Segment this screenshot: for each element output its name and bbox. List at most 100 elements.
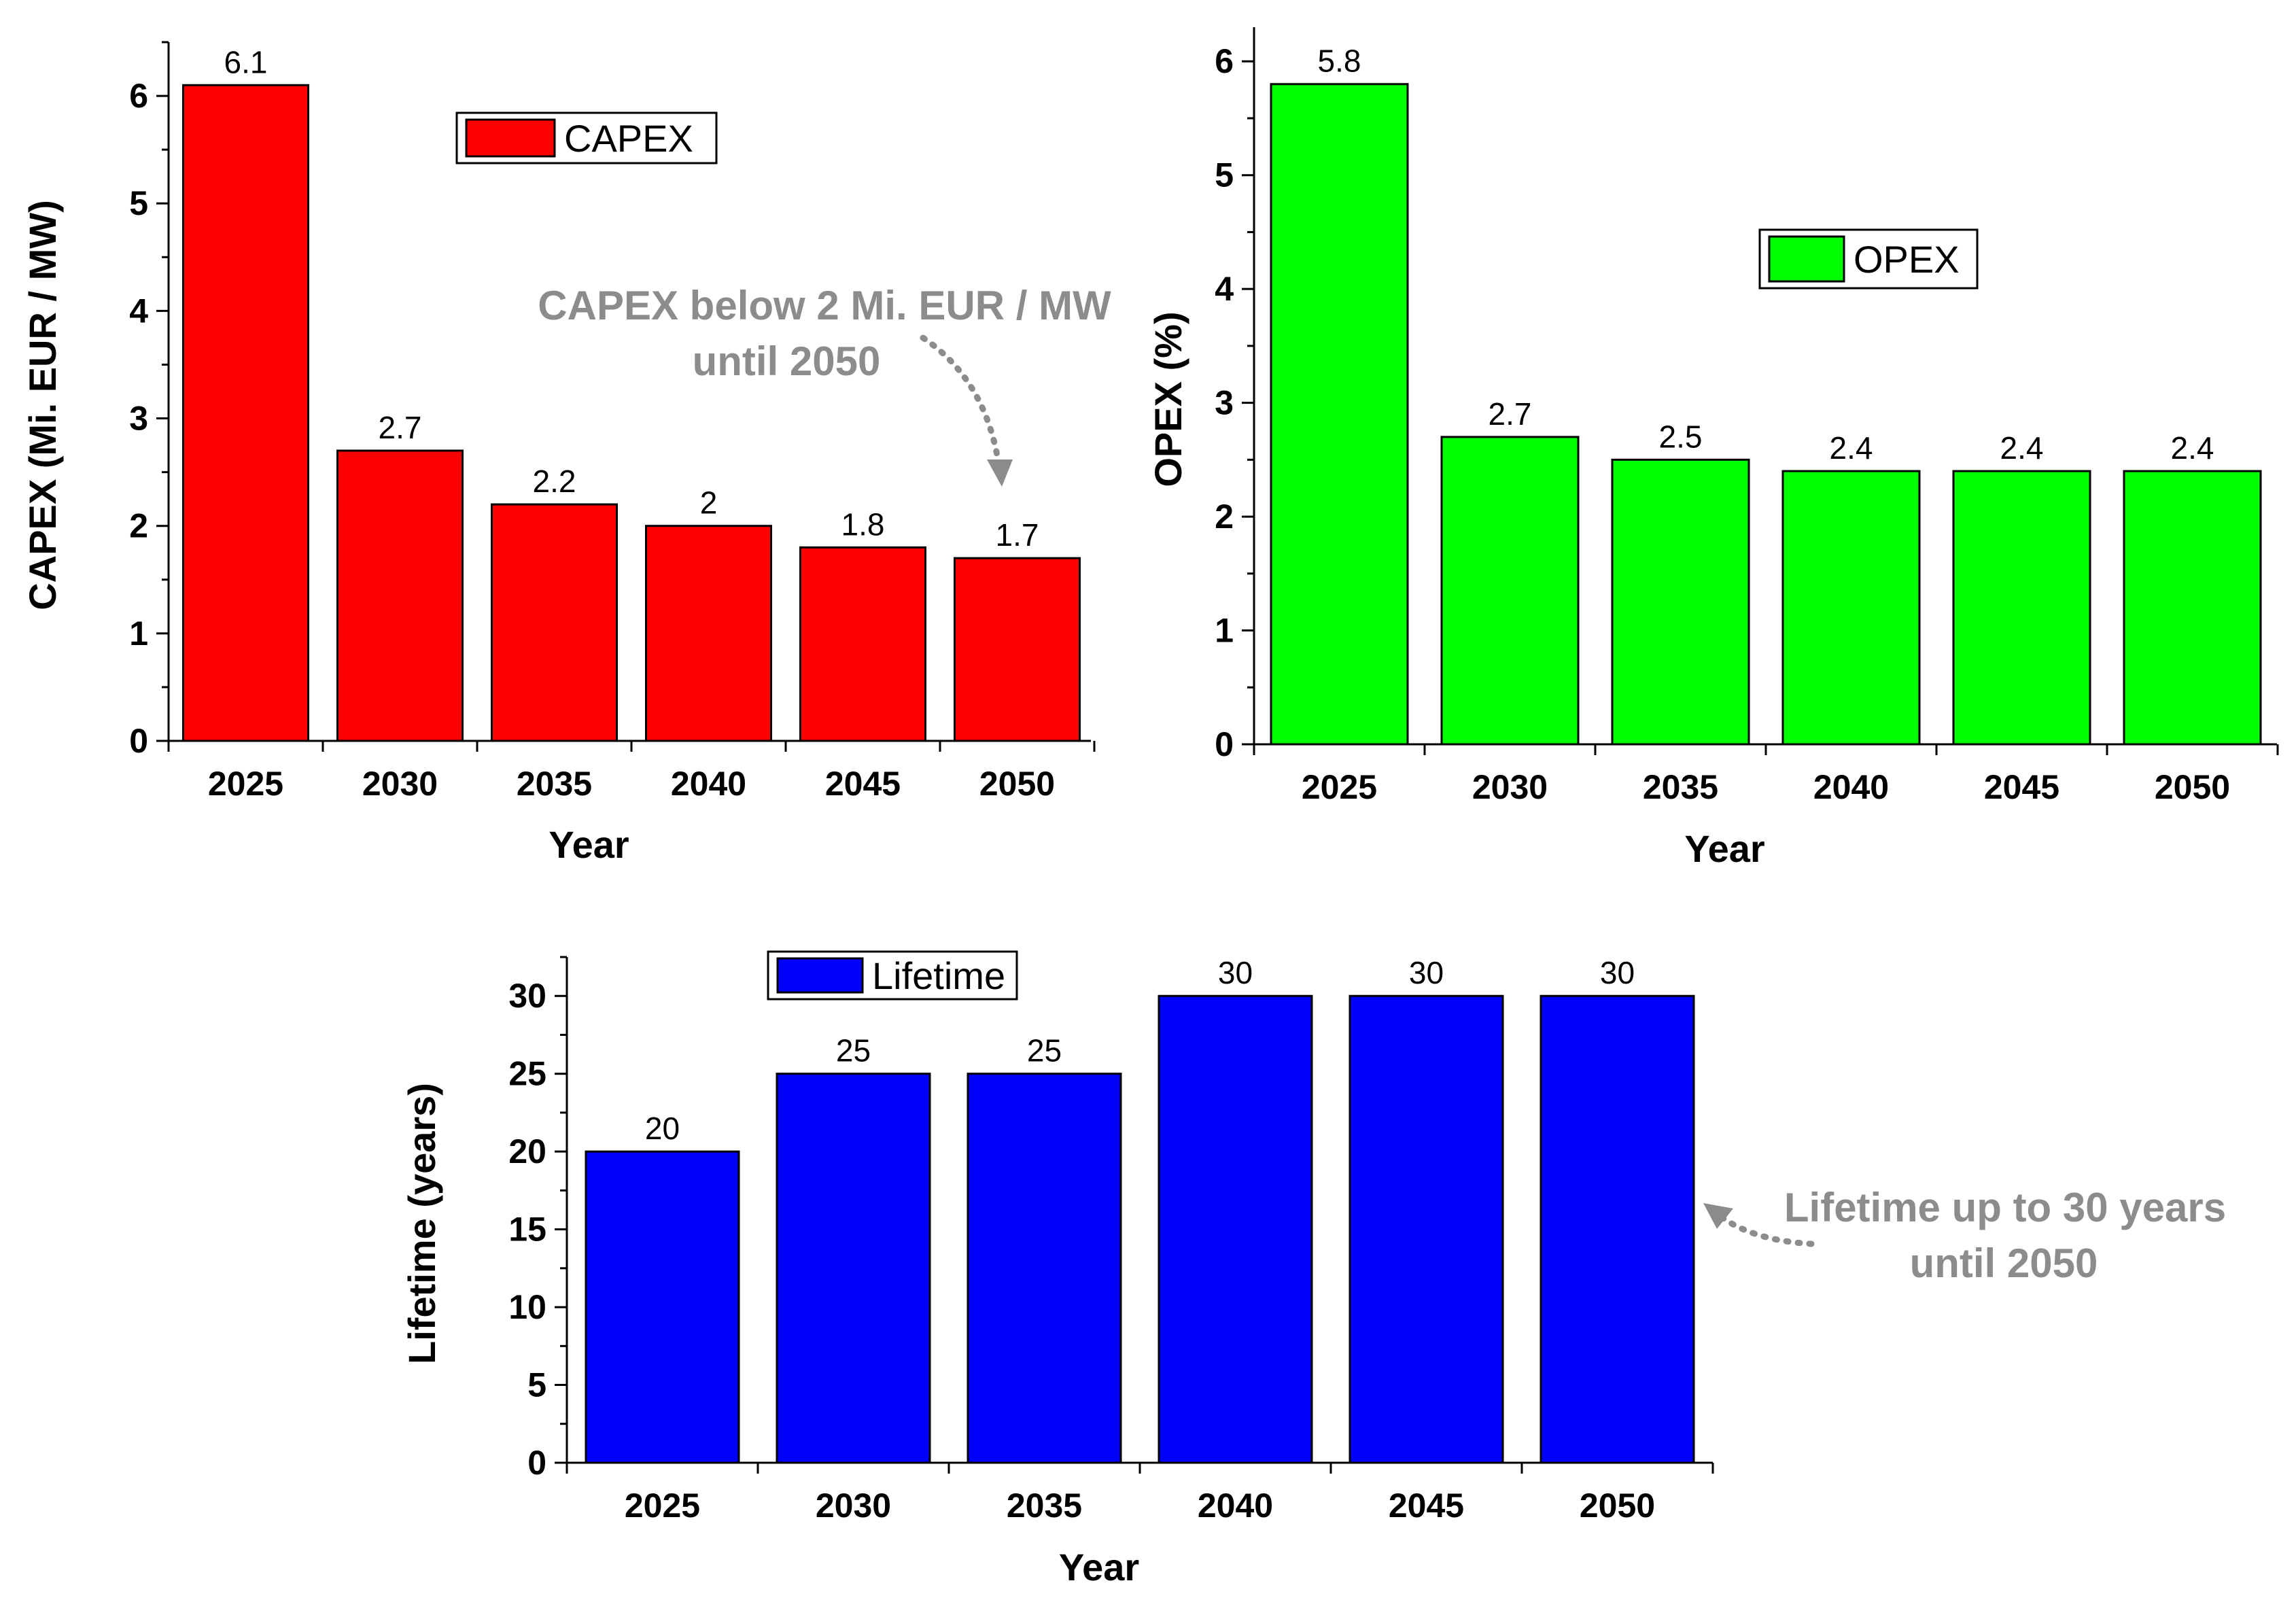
data-label: 2.4 [1830, 430, 1873, 466]
capex-annotation-line-1: CAPEX below 2 Mi. EUR / MW [538, 283, 1111, 328]
data-label: 25 [1027, 1033, 1062, 1069]
data-label: 6.1 [224, 44, 268, 80]
lifetime-annotation: Lifetime up to 30 years until 2050 [1703, 1185, 2226, 1286]
x-tick-label: 2045 [825, 765, 901, 803]
y-tick-label: 6 [129, 77, 148, 115]
x-tick-label: 2025 [625, 1487, 700, 1525]
data-label: 2.2 [533, 464, 576, 499]
x-axis-title: Year [549, 823, 629, 866]
y-tick-label: 2 [1215, 498, 1234, 536]
data-label: 2.4 [2171, 430, 2214, 466]
capex-annotation-line-2: until 2050 [693, 338, 881, 384]
capex-annotation: CAPEX below 2 Mi. EUR / MW until 2050 [538, 283, 1111, 487]
bar-2025 [1270, 83, 1409, 746]
bar-2030 [336, 449, 464, 742]
capex-chart: 0 1 2 3 4 5 6 6.1 2025 2.7 2030 2.2 2035 2 2040 1.8 2045… [21, 41, 1096, 866]
data-label: 25 [836, 1033, 871, 1069]
x-tick-label: 2030 [362, 765, 438, 803]
capex-annotation-arrow [920, 334, 1003, 471]
legend-swatch [465, 118, 556, 158]
x-tick-label: 2040 [1198, 1487, 1273, 1525]
lifetime-annotation-line-2: until 2050 [1910, 1240, 2098, 1286]
opex-chart: 0 1 2 3 4 5 6 5.8 2025 2.7 2030 2.5 2035 2.4 2040 2.4 20… [1147, 27, 2279, 870]
x-tick-label: 2050 [2155, 768, 2230, 806]
y-tick-label: 5 [527, 1366, 546, 1404]
legend-swatch [776, 957, 864, 994]
bar-2040 [645, 525, 772, 742]
legend-label: OPEX [1854, 238, 1960, 281]
y-tick-label: 2 [129, 507, 148, 545]
x-tick-label: 2040 [1813, 768, 1889, 806]
y-tick-label: 15 [508, 1211, 546, 1249]
bar-2035 [967, 1073, 1122, 1464]
data-label: 2 [700, 485, 718, 521]
bar-2035 [491, 503, 618, 742]
x-tick-label: 2030 [1472, 768, 1548, 806]
x-tick-label: 2025 [1302, 768, 1377, 806]
y-axis-title: OPEX (%) [1147, 311, 1189, 487]
data-label: 2.4 [2000, 430, 2044, 466]
y-tick-label: 1 [129, 614, 148, 653]
y-tick-label: 4 [129, 292, 148, 330]
data-label: 1.8 [841, 506, 885, 542]
y-tick-label: 3 [129, 400, 148, 438]
x-tick-label: 2035 [517, 765, 592, 803]
x-tick-label: 2045 [1389, 1487, 1464, 1525]
legend: CAPEX [455, 111, 718, 164]
bar-2050 [1540, 994, 1695, 1464]
lifetime-annotation-arrow [1718, 1213, 1815, 1247]
x-axis-title: Year [1059, 1546, 1139, 1588]
y-tick-label: 25 [508, 1055, 546, 1093]
bar-2040 [1781, 470, 1921, 746]
legend-label: Lifetime [872, 954, 1005, 997]
bar-2025 [182, 84, 309, 742]
y-tick-label: 1 [1215, 612, 1234, 650]
bar-2045 [1952, 470, 2091, 746]
legend: Lifetime [767, 950, 1018, 1001]
x-tick-label: 2035 [1643, 768, 1718, 806]
legend-swatch [1768, 235, 1845, 283]
bar-2040 [1158, 994, 1313, 1464]
y-tick-label: 10 [508, 1288, 546, 1326]
lifetime-arrow-head-icon [1703, 1203, 1733, 1229]
y-tick-label: 0 [1215, 725, 1234, 763]
y-tick-label: 4 [1215, 270, 1234, 308]
x-tick-label: 2050 [1580, 1487, 1655, 1525]
legend-label: CAPEX [564, 117, 693, 160]
bar-2045 [799, 546, 926, 742]
data-label: 2.7 [379, 410, 422, 445]
bar-2050 [954, 557, 1081, 742]
y-tick-label: 30 [508, 977, 546, 1015]
y-tick-label: 0 [129, 722, 148, 760]
bar-2035 [1611, 458, 1750, 746]
bar-2025 [585, 1150, 740, 1464]
lifetime-chart: 0510152025302020252520302520353020403020… [400, 950, 1714, 1588]
y-tick-label: 5 [129, 184, 148, 222]
y-tick-label: 3 [1215, 384, 1234, 422]
data-label: 30 [1409, 955, 1444, 990]
y-tick-label: 20 [508, 1132, 546, 1170]
lifetime-annotation-line-1: Lifetime up to 30 years [1784, 1185, 2226, 1230]
x-tick-label: 2045 [1984, 768, 2059, 806]
y-tick-label: 5 [1215, 156, 1234, 194]
x-tick-label: 2025 [208, 765, 283, 803]
capex-arrow-head-icon [987, 459, 1013, 487]
x-tick-label: 2040 [671, 765, 746, 803]
x-tick-label: 2050 [979, 765, 1055, 803]
bar-2030 [1440, 436, 1580, 746]
y-tick-label: 0 [527, 1444, 546, 1482]
data-label: 30 [1218, 955, 1253, 990]
x-tick-label: 2030 [816, 1487, 891, 1525]
y-axis-title: CAPEX (Mi. EUR / MW) [21, 200, 64, 610]
data-label: 2.7 [1489, 396, 1532, 432]
y-axis-title: Lifetime (years) [400, 1083, 443, 1364]
bar-2030 [776, 1073, 931, 1464]
data-label: 20 [645, 1111, 680, 1146]
data-label: 30 [1600, 955, 1635, 990]
y-tick-label: 6 [1215, 42, 1234, 80]
data-label: 5.8 [1318, 44, 1361, 79]
data-label: 2.5 [1659, 419, 1703, 454]
x-axis-title: Year [1684, 827, 1764, 870]
data-label: 1.7 [996, 517, 1039, 553]
